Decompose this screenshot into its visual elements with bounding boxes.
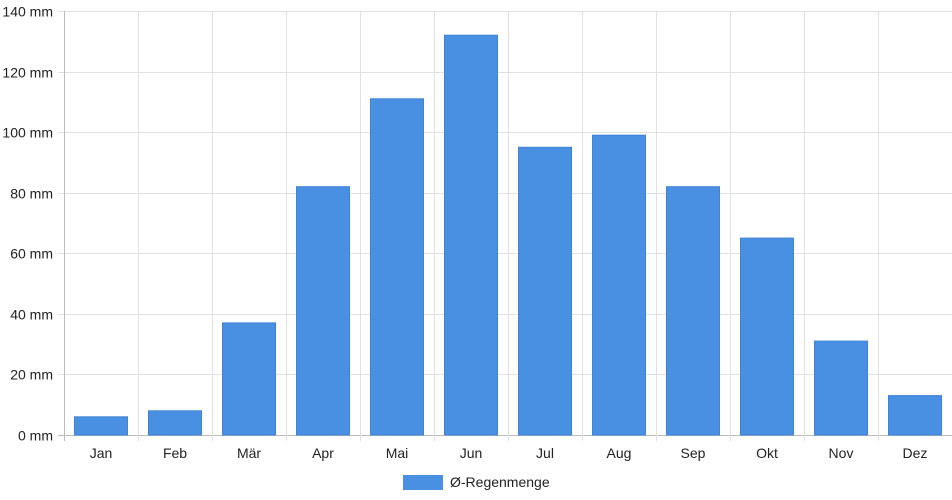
axis-layer: 0 mm 20 mm 40 mm 60 mm 80 mm 100 mm 120 mm 140 …: [2, 4, 927, 462]
bar-layer: [74, 34, 942, 436]
y-tick-label: 120 mm: [2, 65, 53, 81]
x-tick-label: Jan: [90, 445, 113, 461]
y-tick-label: 60 mm: [10, 246, 53, 262]
y-tick-label: 40 mm: [10, 307, 53, 323]
bar-okt[interactable]: [740, 237, 794, 436]
x-tick-label: Okt: [756, 445, 778, 461]
bar-jun[interactable]: [444, 34, 498, 436]
x-tick-label: Mär: [237, 445, 261, 461]
bar-jul[interactable]: [518, 146, 572, 436]
bar-sep[interactable]: [666, 186, 720, 436]
bar-jan[interactable]: [74, 416, 128, 436]
bar-feb[interactable]: [148, 410, 202, 436]
bar-mär[interactable]: [222, 322, 276, 436]
grid-layer: [58, 11, 952, 441]
x-tick-label: Feb: [163, 445, 187, 461]
y-tick-label: 100 mm: [2, 125, 53, 141]
x-tick-label: Jun: [460, 445, 483, 461]
x-tick-label: Jul: [536, 445, 554, 461]
bar-nov[interactable]: [814, 340, 868, 436]
x-tick-label: Apr: [312, 445, 334, 461]
y-tick-label: 80 mm: [10, 186, 53, 202]
bar-aug[interactable]: [592, 134, 646, 436]
y-tick-label: 140 mm: [2, 4, 53, 20]
legend[interactable]: Ø-Regenmenge: [403, 474, 550, 490]
x-tick-label: Dez: [903, 445, 928, 461]
x-tick-label: Nov: [829, 445, 854, 461]
x-tick-label: Aug: [607, 445, 632, 461]
x-tick-label: Sep: [681, 445, 706, 461]
bar-dez[interactable]: [888, 395, 942, 436]
bar-mai[interactable]: [370, 98, 424, 436]
y-tick-label: 20 mm: [10, 367, 53, 383]
bar-apr[interactable]: [296, 186, 350, 436]
y-tick-label: 0 mm: [18, 428, 53, 444]
legend-label[interactable]: Ø-Regenmenge: [450, 474, 550, 490]
x-tick-label: Mai: [386, 445, 409, 461]
legend-swatch[interactable]: [403, 475, 443, 490]
